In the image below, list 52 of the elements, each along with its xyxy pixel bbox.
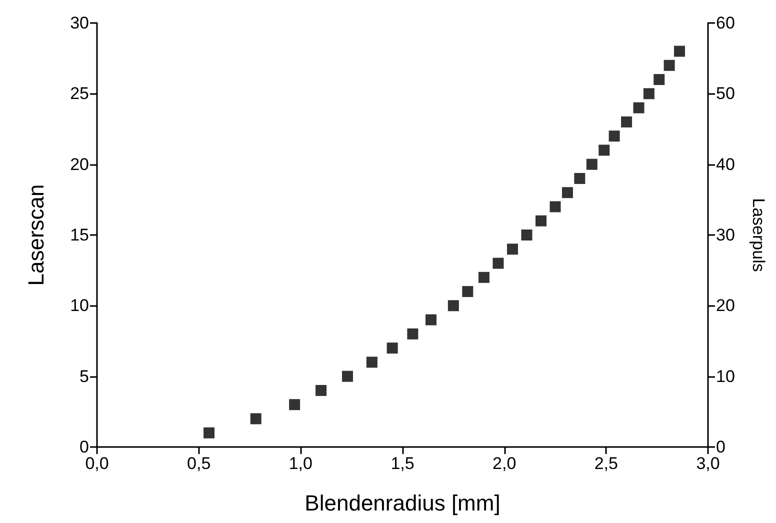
point: [654, 74, 665, 86]
point: [633, 102, 644, 114]
point: [478, 272, 490, 283]
point: [492, 258, 504, 269]
x-tick-label: 1,5: [390, 454, 414, 473]
point: [426, 314, 437, 326]
x-tick-label: 3,0: [696, 454, 720, 473]
x-tick-label: 2,5: [594, 454, 618, 473]
point: [407, 328, 418, 340]
point: [448, 300, 459, 312]
y-tick-label: 25: [70, 84, 89, 104]
point: [342, 370, 354, 382]
point: [462, 286, 474, 298]
point: [521, 230, 532, 240]
x-tick-label: 0,0: [85, 454, 109, 473]
y2-tick-label: 10: [716, 366, 735, 386]
x-tick-label: 0,5: [187, 454, 211, 473]
point: [366, 356, 378, 368]
y-tick-label: 20: [70, 154, 89, 174]
point: [386, 342, 398, 354]
y-tick-label: 10: [70, 296, 89, 316]
y-tick-label: 5: [80, 366, 89, 386]
y2-tick-label: 50: [716, 84, 735, 104]
point: [316, 384, 327, 396]
point: [608, 130, 620, 142]
x-axis-title: Blendenradius [mm]: [304, 490, 500, 516]
point: [250, 413, 262, 424]
point: [562, 187, 573, 198]
y2-tick-label: 40: [716, 154, 735, 174]
y-axis-title: Laserscan: [24, 184, 48, 286]
x-tick-label: 1,0: [288, 454, 312, 473]
point: [621, 116, 632, 128]
y-tick-label: 0: [80, 438, 89, 456]
y2-tick-label: 60: [716, 14, 735, 32]
y-tick-label: 30: [70, 14, 89, 32]
point: [598, 144, 610, 156]
point: [643, 88, 654, 100]
y2-tick-label: 30: [716, 226, 735, 244]
y2-tick-label: 0: [716, 438, 726, 456]
point: [535, 215, 546, 226]
point: [550, 201, 561, 212]
y2-tick-label: 20: [716, 296, 735, 316]
point: [289, 399, 300, 410]
point: [664, 60, 675, 71]
point: [586, 158, 598, 170]
x-tick-label: 2,0: [492, 454, 516, 473]
point: [674, 46, 685, 57]
point: [204, 427, 215, 438]
point: [574, 172, 586, 184]
y-tick-label: 15: [70, 226, 89, 244]
y2-axis-title: Laserpuls: [749, 198, 768, 272]
point: [506, 244, 518, 255]
